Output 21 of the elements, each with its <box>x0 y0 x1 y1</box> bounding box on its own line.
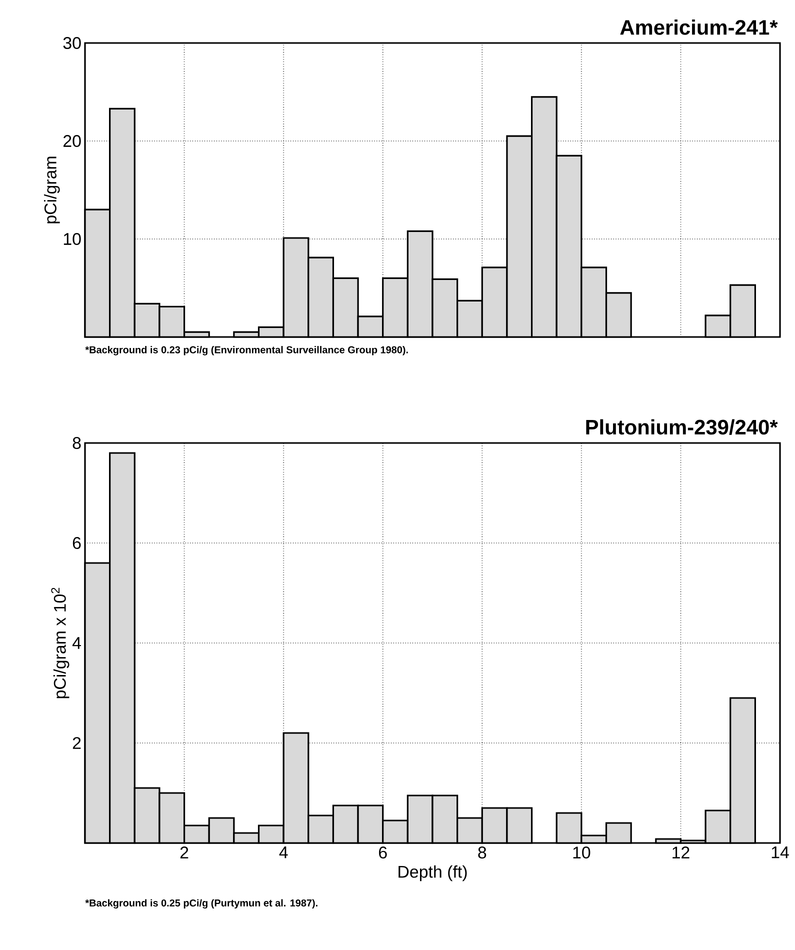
x-tick-label: 4 <box>279 846 288 858</box>
chart-title: Americium-241* <box>620 19 778 35</box>
y-axis-title: pCi/gram <box>44 156 60 224</box>
y-tick-label: 10 <box>64 232 81 245</box>
x-tick-label: 8 <box>478 846 486 859</box>
y-tick-label: 2 <box>72 737 81 749</box>
x-tick-label: 14 <box>772 846 789 858</box>
text: *Background is 0.23 pCi/g (Environmental Surveillance Group 1980). <box>85 346 408 356</box>
x-tick-label: 6 <box>379 846 387 859</box>
y-tick-label: 8 <box>72 437 81 450</box>
text: *Background is 0.25 pCi/g (Purtymun et al. 1987). <box>85 899 318 909</box>
chart-title: Plutonium-239/240* <box>586 419 778 435</box>
y-tick-label: 6 <box>72 537 81 550</box>
y-tick-label: 30 <box>63 36 81 49</box>
y-tick-label: 20 <box>64 134 81 147</box>
y-axis-title: pCi/gram x 10$^{2}$ <box>51 588 70 698</box>
y-tick-label: 4 <box>72 637 81 649</box>
x-tick-label: 2 <box>180 846 188 858</box>
x-tick-label: 12 <box>672 846 690 858</box>
x-axis-title: Depth (ft) <box>398 865 467 882</box>
x-tick-label: 10 <box>573 846 590 859</box>
